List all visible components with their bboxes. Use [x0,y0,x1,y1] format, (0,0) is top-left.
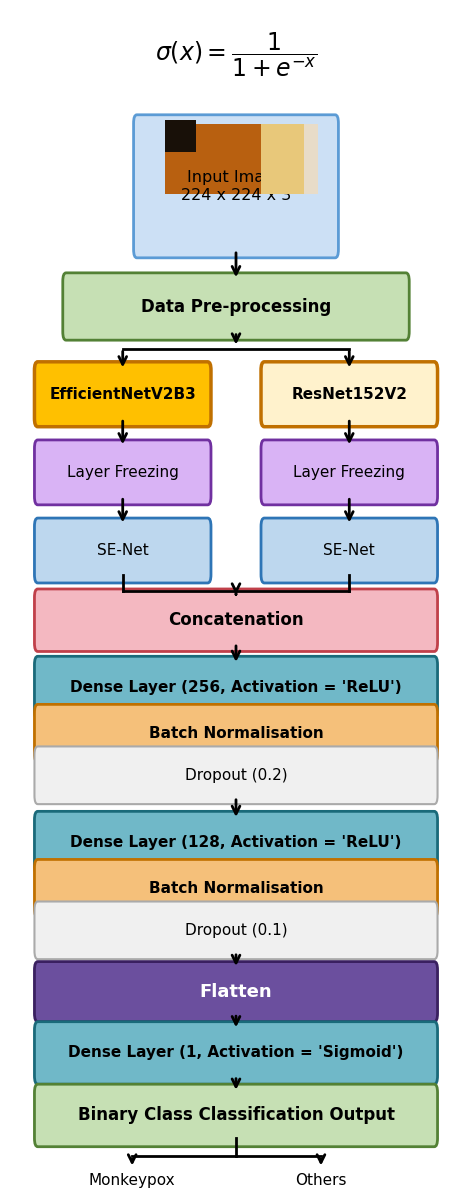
Text: Dense Layer (1, Activation = 'Sigmoid'): Dense Layer (1, Activation = 'Sigmoid') [68,1046,404,1060]
FancyBboxPatch shape [34,859,438,917]
Text: Monkeypox: Monkeypox [89,1173,176,1188]
Text: SE-Net: SE-Net [323,543,375,558]
Text: Others: Others [295,1173,347,1188]
FancyBboxPatch shape [34,518,211,583]
FancyBboxPatch shape [34,589,438,651]
Bar [261,124,311,194]
Text: ResNet152V2: ResNet152V2 [291,387,407,401]
FancyBboxPatch shape [34,440,211,505]
FancyBboxPatch shape [34,656,438,719]
Text: Data Pre-processing: Data Pre-processing [141,298,331,315]
FancyBboxPatch shape [34,811,438,874]
FancyBboxPatch shape [63,273,409,340]
Text: Binary Class Classification Output: Binary Class Classification Output [77,1107,395,1124]
Text: Input Image
224 x 224 x 3: Input Image 224 x 224 x 3 [181,171,291,202]
Text: SE-Net: SE-Net [97,543,149,558]
Bar [304,124,318,194]
FancyBboxPatch shape [261,518,438,583]
Text: Concatenation: Concatenation [168,612,304,629]
Text: Layer Freezing: Layer Freezing [293,465,405,480]
Text: Dense Layer (128, Activation = 'ReLU'): Dense Layer (128, Activation = 'ReLU') [70,835,402,850]
Text: Layer Freezing: Layer Freezing [67,465,179,480]
Text: Flatten: Flatten [200,983,272,1000]
Text: $\sigma(x) = \dfrac{1}{1 + e^{-x}}$: $\sigma(x) = \dfrac{1}{1 + e^{-x}}$ [155,30,317,78]
Text: Dense Layer (256, Activation = 'ReLU'): Dense Layer (256, Activation = 'ReLU') [70,680,402,695]
Text: Dropout (0.1): Dropout (0.1) [185,923,287,938]
Bar [165,120,196,151]
FancyBboxPatch shape [34,962,438,1022]
FancyBboxPatch shape [134,114,338,258]
FancyBboxPatch shape [261,362,438,427]
Text: Batch Normalisation: Batch Normalisation [149,881,323,895]
FancyBboxPatch shape [261,440,438,505]
Text: EfficientNetV2B3: EfficientNetV2B3 [50,387,196,401]
Text: Dropout (0.2): Dropout (0.2) [185,768,287,783]
Bar [165,124,307,194]
FancyBboxPatch shape [34,746,438,804]
Text: Batch Normalisation: Batch Normalisation [149,726,323,740]
FancyBboxPatch shape [34,704,438,762]
FancyBboxPatch shape [34,902,438,959]
FancyBboxPatch shape [34,1022,438,1084]
FancyBboxPatch shape [34,362,211,427]
FancyBboxPatch shape [34,1084,438,1147]
